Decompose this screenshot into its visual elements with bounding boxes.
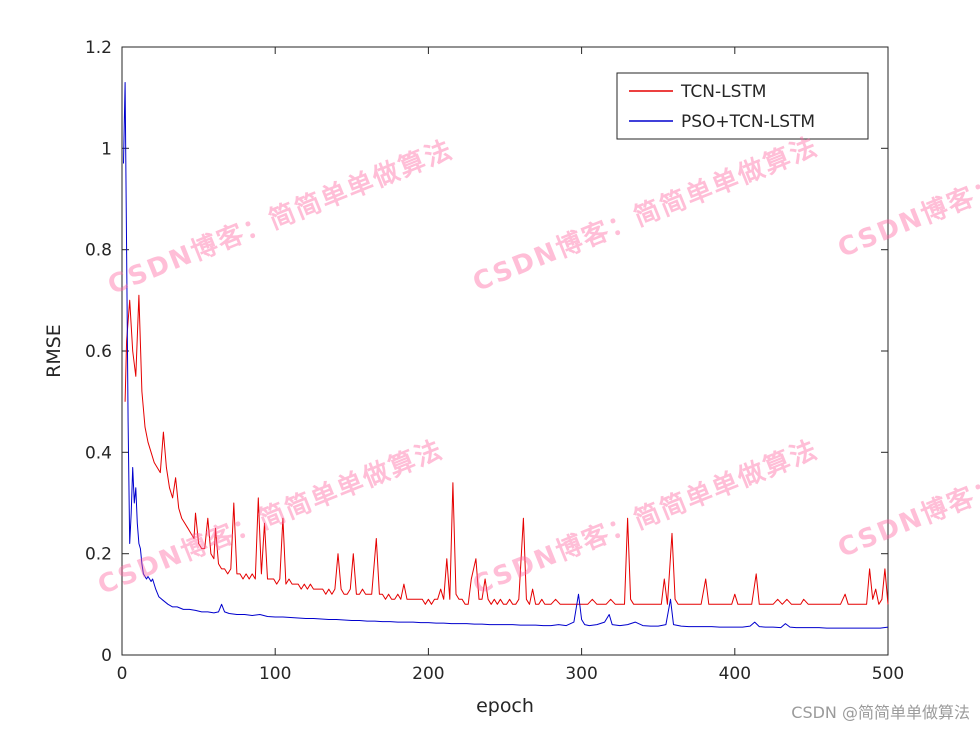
tick-labels: 0 100 200 300 400 500 0 0.2 0.4 0.6 0.8 1 1.2 (85, 38, 904, 684)
legend-box (616, 72, 869, 140)
x-tick-label: 300 (565, 664, 597, 684)
x-axis-label: epoch (476, 695, 534, 717)
legend-label: PSO+TCN-LSTM (681, 112, 815, 132)
y-tick-label: 1.2 (85, 38, 112, 58)
y-tick-label: 0.4 (85, 443, 112, 463)
x-tick-label: 0 (117, 664, 128, 684)
axis-ticks (121, 46, 889, 656)
series-line-pso-tcn-lstm (123, 82, 889, 629)
legend: TCN-LSTM PSO+TCN-LSTM (616, 72, 869, 140)
x-tick-label: 500 (872, 664, 904, 684)
x-tick-label: 200 (412, 664, 444, 684)
y-tick-label: 0.6 (85, 342, 112, 362)
legend-item: TCN-LSTM (629, 82, 766, 102)
x-tick-label: 400 (719, 664, 751, 684)
legend-label: TCN-LSTM (680, 82, 766, 102)
legend-item: PSO+TCN-LSTM (629, 112, 815, 132)
y-tick-label: 0.8 (85, 241, 112, 261)
y-tick-label: 0 (101, 646, 112, 666)
y-axis-label: RMSE (43, 324, 65, 378)
y-tick-label: 0.2 (85, 545, 112, 565)
y-tick-label: 1 (101, 139, 112, 159)
x-tick-label: 100 (259, 664, 291, 684)
csdn-credit: CSDN @简简单单做算法 (791, 703, 970, 722)
series-line-tcn-lstm (124, 294, 889, 605)
